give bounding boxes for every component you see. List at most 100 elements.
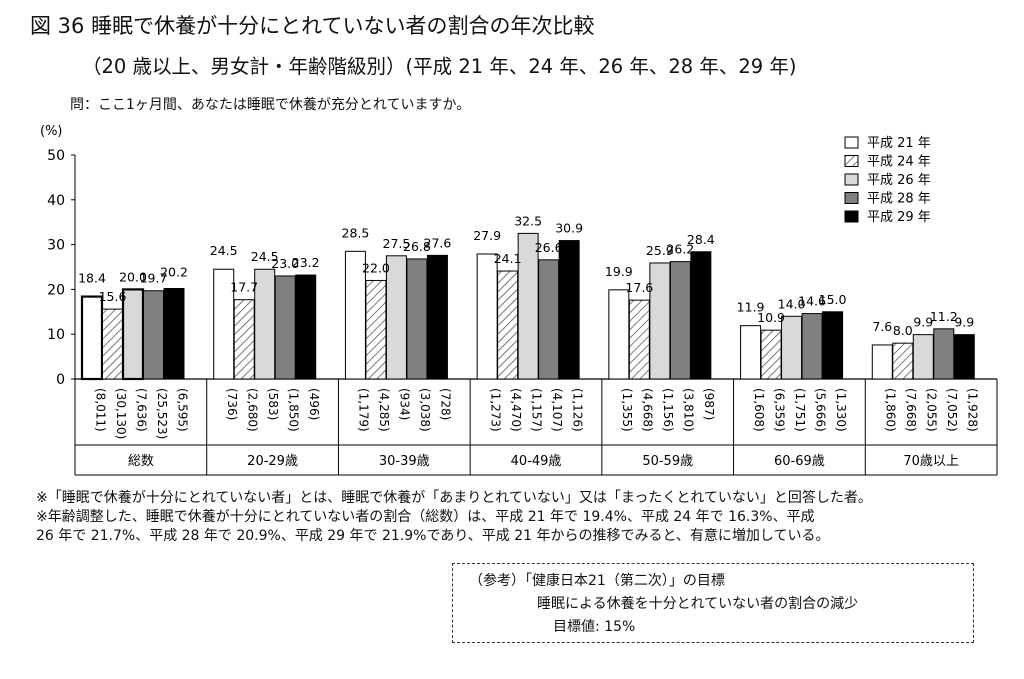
y-tick-label: 50	[47, 148, 65, 164]
note-age-adjusted-cont: 26 年で 21.7%、平成 28 年で 20.9%、平成 29 年で 21.9…	[36, 528, 830, 544]
sample-size-label: (583)	[266, 388, 280, 420]
reference-box: （参考）「健康日本21（第二次）」の目標 睡眠による休養を十分とれていない者の割…	[452, 563, 974, 643]
bar	[892, 342, 914, 380]
bar-value-label: 24.5	[210, 243, 238, 258]
bar-value-label: 30.9	[555, 221, 583, 236]
bar-value-label: 27.6	[424, 235, 452, 250]
sample-size-label: (2,680)	[245, 388, 259, 432]
category-label: 60-69歳	[774, 454, 825, 469]
bar-value-label: 11.2	[930, 309, 958, 324]
bar	[669, 261, 691, 380]
bar	[558, 240, 580, 380]
bar-value-label: 15.0	[819, 292, 847, 307]
y-tick-label: 20	[47, 282, 65, 298]
sample-size-label: (30,130)	[114, 388, 128, 439]
category-label: 20-29歳	[247, 454, 298, 469]
sample-size-label: (1,860)	[884, 388, 898, 432]
bar	[80, 295, 104, 381]
sample-size-label: (934)	[398, 388, 412, 420]
sample-size-label: (728)	[439, 388, 453, 420]
bar	[912, 334, 934, 380]
bar-value-label: 20.0	[119, 269, 147, 284]
bar	[608, 289, 630, 380]
sample-size-label: (5,666)	[813, 388, 827, 432]
note-definition: ※「睡眠で休養が十分にとれていない者」とは、睡眠で休養が「あまりとれていない」又…	[36, 490, 872, 506]
legend-swatch	[844, 192, 859, 204]
bar	[690, 251, 712, 380]
sample-size-label: (496)	[307, 388, 321, 420]
bar	[143, 290, 164, 380]
bar-value-label: 28.4	[687, 232, 715, 247]
bar-value-label: 24.5	[251, 249, 279, 264]
y-tick-label: 0	[56, 372, 65, 388]
sample-size-label: (7,636)	[134, 388, 148, 432]
category-label: 総数	[128, 454, 154, 469]
sample-size-label: (4,668)	[641, 388, 655, 432]
category-label: 40-49歳	[511, 454, 562, 469]
sample-size-label: (7,052)	[945, 388, 959, 432]
bar-chart: 0 10 20 30 40 50 (%) 18.4 15.6 20.019.720.2 24.5 1…	[40, 124, 998, 476]
bar-value-label: 32.5	[514, 213, 542, 228]
bar	[476, 253, 498, 380]
sample-size-label: (1,273)	[488, 388, 502, 432]
y-tick-label: 10	[47, 327, 65, 343]
bar	[295, 274, 317, 380]
bar	[497, 270, 519, 380]
sample-size-label: (25,523)	[155, 388, 169, 439]
bar	[740, 325, 762, 380]
reference-goal: 睡眠による休養を十分とれていない者の割合の減少	[537, 596, 859, 612]
sample-size-label: (1,850)	[286, 388, 300, 432]
bar-value-label: 28.5	[342, 225, 370, 240]
reference-title: （参考）「健康日本21（第二次）」の目標	[469, 573, 725, 589]
bar-value-label: 25.9	[646, 243, 674, 258]
page-title: 図 36 睡眠で休養が十分にとれていない者の割合の年次比較	[30, 14, 595, 38]
bar-value-label: 18.4	[78, 271, 106, 286]
bar	[781, 315, 803, 380]
bar	[426, 254, 448, 380]
sample-size-label: (1,928)	[966, 388, 980, 432]
category-label: 30-39歳	[379, 454, 430, 469]
bar-value-label: 27.5	[383, 236, 411, 251]
bar	[365, 279, 387, 380]
bar	[953, 334, 975, 380]
bar	[871, 344, 893, 380]
legend-label: 平成 24 年	[867, 155, 931, 170]
sample-size-label: (1,156)	[661, 388, 675, 432]
note-age-adjusted: ※年齢調整した、睡眠で休養が十分にとれていない者の割合（総数）は、平成 21 年…	[36, 509, 815, 525]
sample-size-label: (987)	[702, 388, 716, 420]
sample-size-label: (3,038)	[418, 388, 432, 432]
category-label: 70歳以上	[903, 454, 959, 469]
sample-size-label: (1,330)	[834, 388, 848, 432]
sample-size-label: (1,608)	[752, 388, 766, 432]
bar-value-label: 17.6	[625, 280, 653, 295]
bar	[538, 259, 560, 380]
bar-value-label: 10.9	[757, 310, 785, 325]
sample-size-label: (6,595)	[175, 388, 189, 432]
category-label: 50-59歳	[642, 454, 693, 469]
sample-size-label: (7,668)	[904, 388, 918, 432]
legend-label: 平成 26 年	[867, 173, 931, 188]
sample-size-label: (736)	[225, 388, 239, 420]
legend-label: 平成 28 年	[867, 192, 931, 207]
bar-value-label: 14.0	[778, 296, 806, 311]
bar-value-label: 7.6	[872, 319, 892, 334]
bar-value-label: 11.9	[737, 300, 765, 315]
survey-question: 問：ここ1ヶ月間、あなたは睡眠で休養が充分とれていますか。	[70, 97, 471, 113]
sample-size-label: (3,810)	[682, 388, 696, 432]
bar-value-label: 9.9	[913, 315, 933, 330]
bar-value-label: 17.7	[230, 280, 258, 295]
bar-value-label: 24.1	[494, 251, 522, 266]
legend-label: 平成 21 年	[867, 136, 931, 151]
bar	[822, 311, 844, 380]
page-subtitle: （20 歳以上、男女計・年齢階級別）(平成 21 年、24 年、26 年、28 …	[82, 55, 797, 78]
bar-value-label: 19.9	[605, 264, 633, 279]
y-tick-label: 30	[47, 238, 65, 254]
bar-value-label: 23.0	[271, 256, 299, 271]
bar-value-label: 14.6	[798, 294, 826, 309]
legend-label: 平成 29 年	[867, 210, 931, 225]
bar-value-label: 26.8	[403, 239, 431, 254]
bar	[274, 275, 296, 380]
bar	[933, 328, 955, 380]
bar	[233, 299, 255, 380]
bar	[163, 288, 185, 380]
